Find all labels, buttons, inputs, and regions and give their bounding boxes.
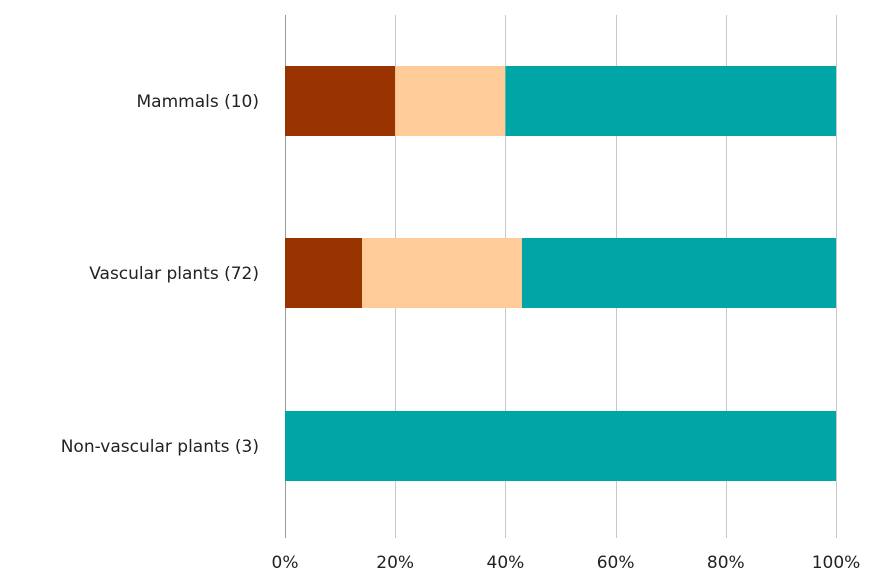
x-tick-label: 80% bbox=[707, 553, 745, 573]
x-axis: 0% 20% 40% 60% 80% 100% bbox=[272, 553, 861, 573]
x-tick-label: 0% bbox=[272, 553, 299, 573]
bars bbox=[285, 66, 836, 481]
bar-segment bbox=[285, 66, 395, 136]
x-tick-label: 100% bbox=[812, 553, 861, 573]
bar-segment bbox=[285, 411, 836, 481]
x-tick-label: 40% bbox=[487, 553, 525, 573]
x-tick-label: 20% bbox=[376, 553, 414, 573]
x-tick-label: 60% bbox=[597, 553, 635, 573]
bar-segment bbox=[522, 238, 836, 308]
category-label: Mammals (10) bbox=[136, 92, 259, 112]
category-labels: Mammals (10) Vascular plants (72) Non-vasc… bbox=[61, 92, 259, 457]
category-label: Non-vascular plants (3) bbox=[61, 437, 259, 457]
bar-segment bbox=[395, 66, 505, 136]
category-label: Vascular plants (72) bbox=[89, 264, 259, 284]
bar-segment bbox=[362, 238, 522, 308]
bar-segment bbox=[285, 238, 362, 308]
bar-segment bbox=[505, 66, 836, 136]
